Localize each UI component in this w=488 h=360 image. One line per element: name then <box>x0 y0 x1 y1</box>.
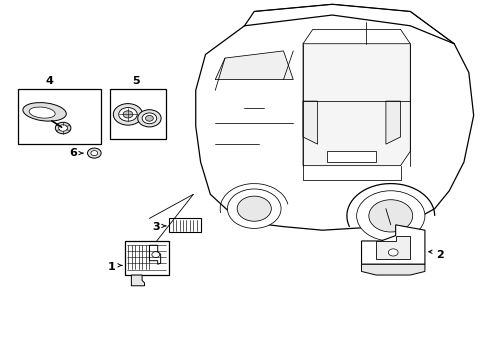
Polygon shape <box>385 101 400 144</box>
Bar <box>110 89 166 139</box>
Polygon shape <box>303 101 317 144</box>
Polygon shape <box>149 245 160 264</box>
Circle shape <box>142 113 157 124</box>
Polygon shape <box>327 151 375 162</box>
Circle shape <box>152 252 159 257</box>
Polygon shape <box>303 44 409 166</box>
Circle shape <box>91 150 98 156</box>
Circle shape <box>145 116 153 121</box>
Text: 6: 6 <box>69 148 77 158</box>
Text: 1: 1 <box>108 262 116 272</box>
Circle shape <box>55 122 71 134</box>
Text: 3: 3 <box>152 222 159 232</box>
Circle shape <box>138 110 161 127</box>
Polygon shape <box>131 275 144 286</box>
Text: 2: 2 <box>435 249 443 260</box>
Polygon shape <box>375 235 409 259</box>
Bar <box>125 241 168 275</box>
Polygon shape <box>361 225 424 264</box>
Bar <box>18 89 101 144</box>
Ellipse shape <box>23 103 66 121</box>
Circle shape <box>123 111 133 118</box>
Circle shape <box>59 125 67 131</box>
Circle shape <box>119 108 137 121</box>
Circle shape <box>356 191 424 241</box>
Circle shape <box>387 249 397 256</box>
Text: 4: 4 <box>45 76 53 86</box>
Bar <box>168 219 200 232</box>
Circle shape <box>113 104 142 125</box>
Polygon shape <box>361 264 424 275</box>
Polygon shape <box>195 15 473 230</box>
Circle shape <box>368 200 412 232</box>
Polygon shape <box>215 51 293 80</box>
Circle shape <box>237 196 271 221</box>
Circle shape <box>87 148 101 158</box>
Circle shape <box>227 189 281 228</box>
Text: 5: 5 <box>132 76 140 86</box>
Ellipse shape <box>29 107 55 118</box>
